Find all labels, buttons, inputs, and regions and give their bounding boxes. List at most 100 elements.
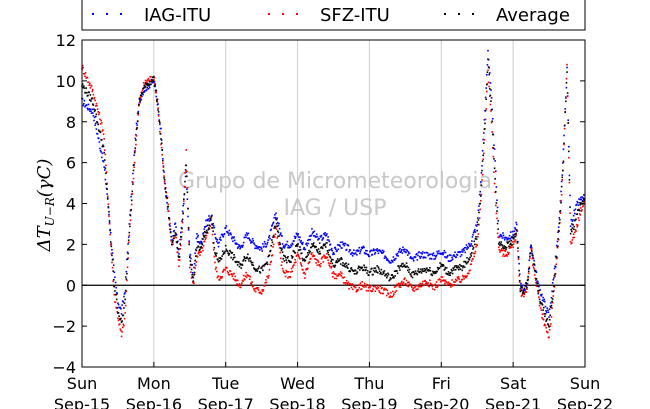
data-point <box>341 241 344 243</box>
data-point <box>518 275 520 277</box>
data-point <box>513 236 516 238</box>
data-point <box>103 151 105 154</box>
data-point <box>453 283 456 286</box>
data-point <box>200 241 203 244</box>
data-point <box>280 257 282 260</box>
data-point <box>317 259 319 262</box>
data-point <box>347 283 349 286</box>
data-point <box>496 206 499 209</box>
data-point <box>135 128 138 131</box>
data-point <box>482 138 485 141</box>
data-point <box>578 209 581 212</box>
data-point <box>474 243 476 246</box>
data-point <box>320 247 322 249</box>
data-point <box>330 265 333 268</box>
data-point <box>451 279 453 281</box>
data-point <box>242 280 244 282</box>
data-point <box>208 220 211 222</box>
data-point <box>326 233 328 235</box>
data-point <box>477 223 479 226</box>
data-point <box>577 224 579 227</box>
data-point <box>186 198 189 200</box>
data-point <box>343 244 346 247</box>
data-point <box>181 231 183 233</box>
data-point <box>359 269 361 271</box>
data-point <box>470 243 473 245</box>
data-point <box>563 143 565 146</box>
data-point <box>187 229 190 231</box>
data-point <box>320 262 322 265</box>
data-point <box>426 282 428 285</box>
data-point <box>499 235 501 238</box>
series-average <box>81 58 586 328</box>
data-point <box>461 278 464 281</box>
data-point <box>181 221 184 224</box>
data-point <box>318 253 320 255</box>
data-point <box>362 269 365 271</box>
data-point <box>87 108 89 111</box>
data-point <box>147 83 149 85</box>
data-point <box>402 246 404 249</box>
data-point <box>530 245 532 247</box>
data-point <box>502 253 505 256</box>
data-point <box>319 265 322 268</box>
data-point <box>190 263 192 266</box>
data-point <box>569 232 572 235</box>
data-point <box>318 250 321 253</box>
data-point <box>431 285 434 288</box>
data-point <box>105 172 107 175</box>
data-point <box>100 119 102 122</box>
data-point <box>100 151 102 153</box>
data-point <box>121 304 123 306</box>
data-point <box>542 300 545 302</box>
data-point <box>85 104 88 106</box>
data-point <box>332 264 335 267</box>
data-point <box>397 265 400 267</box>
data-point <box>448 272 451 275</box>
data-point <box>550 304 553 307</box>
data-point <box>575 218 577 221</box>
data-point <box>190 268 193 271</box>
data-point <box>397 282 400 285</box>
data-point <box>359 250 362 253</box>
data-point <box>129 225 131 228</box>
data-point <box>133 150 136 153</box>
data-point <box>100 156 103 159</box>
data-point <box>210 215 213 218</box>
data-point <box>527 278 529 281</box>
data-point <box>294 236 297 238</box>
data-point <box>160 142 163 145</box>
data-point <box>188 256 191 259</box>
data-point <box>327 253 330 256</box>
data-point <box>185 188 188 191</box>
data-point <box>448 260 450 263</box>
data-point <box>305 242 308 245</box>
data-point <box>242 260 244 262</box>
data-point <box>229 249 231 252</box>
data-point <box>239 246 242 249</box>
data-point <box>295 244 298 247</box>
data-point <box>266 275 269 278</box>
data-point <box>227 232 229 234</box>
data-point <box>217 260 220 263</box>
data-point <box>257 247 259 250</box>
data-point <box>265 279 267 281</box>
data-point <box>444 282 446 285</box>
data-point <box>409 256 412 258</box>
data-point <box>274 233 277 236</box>
data-point <box>558 216 561 219</box>
data-point <box>207 228 210 231</box>
y-tick-label: 12 <box>56 31 76 50</box>
data-point <box>579 203 582 206</box>
data-point <box>300 240 302 242</box>
data-point <box>495 212 498 215</box>
data-point <box>281 261 283 263</box>
data-point <box>169 225 171 227</box>
data-point <box>453 281 455 283</box>
data-point <box>312 254 314 257</box>
data-point <box>322 237 325 239</box>
data-point <box>539 289 541 291</box>
data-point <box>495 186 498 188</box>
data-point <box>429 279 431 282</box>
data-point <box>480 181 482 183</box>
